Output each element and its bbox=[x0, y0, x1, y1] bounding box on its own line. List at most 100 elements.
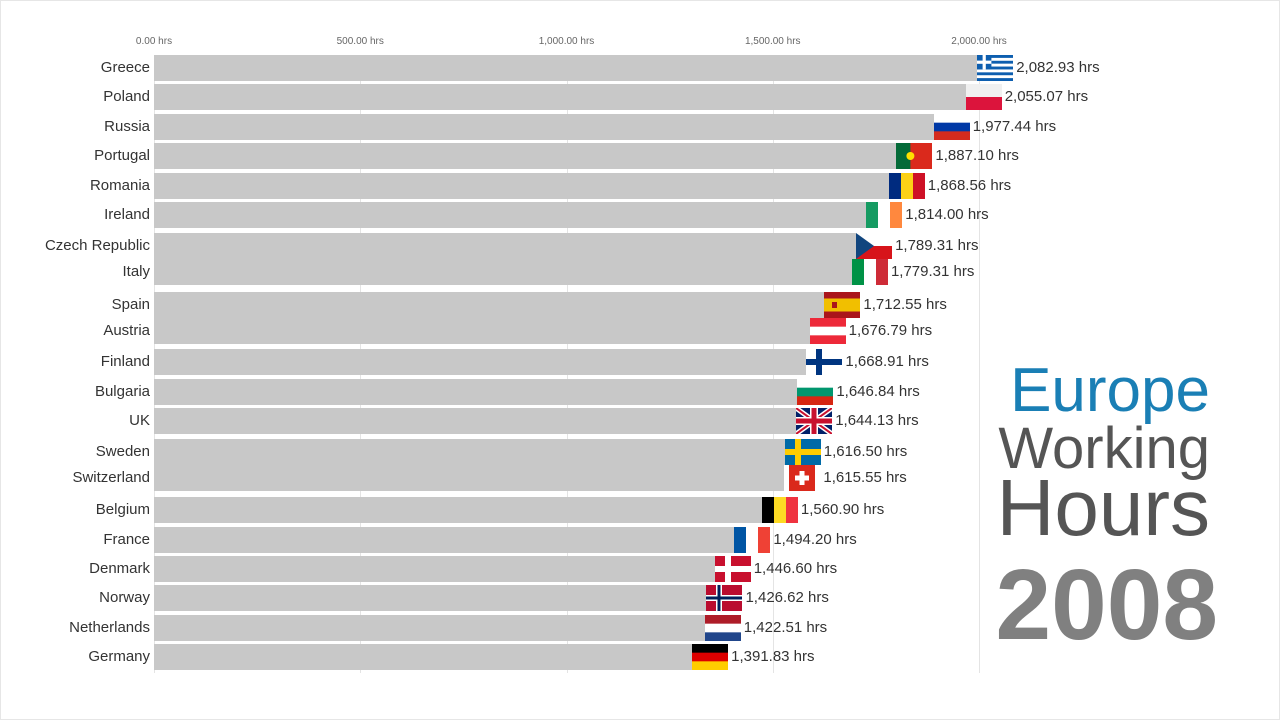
category-label: Switzerland bbox=[72, 469, 150, 486]
category-label: Denmark bbox=[89, 560, 150, 577]
bar-row: Bulgaria 1,646.84 hrs bbox=[0, 379, 1280, 406]
x-tick-label: 2,000.00 hrs bbox=[951, 36, 1007, 47]
value-label: 1,391.83 hrs bbox=[731, 648, 815, 665]
title-europe: Europe bbox=[1010, 356, 1210, 425]
bar bbox=[154, 84, 966, 110]
category-label: Spain bbox=[111, 296, 150, 313]
russia-flag-icon bbox=[933, 114, 970, 141]
category-label: Bulgaria bbox=[94, 383, 150, 400]
bar bbox=[154, 379, 798, 405]
bar bbox=[154, 408, 797, 434]
category-label: Czech Republic bbox=[44, 237, 150, 254]
bar bbox=[154, 114, 934, 140]
value-label: 1,446.60 hrs bbox=[753, 560, 838, 577]
bar bbox=[154, 439, 785, 465]
bar-row: UK 1,644.13 hrs bbox=[0, 405, 1280, 437]
title-hours: Hours bbox=[996, 463, 1210, 552]
value-label: 1,779.31 hrs bbox=[890, 263, 975, 280]
value-label: 1,616.50 hrs bbox=[823, 443, 908, 460]
uk-flag-icon bbox=[794, 405, 834, 437]
bar bbox=[154, 55, 978, 81]
bar-row: Italy 1,779.31 hrs bbox=[0, 259, 1280, 285]
category-label: Belgium bbox=[95, 501, 150, 518]
category-label: Austria bbox=[103, 322, 150, 339]
bar bbox=[154, 615, 705, 641]
bar-row: Ireland 1,814.00 hrs bbox=[0, 202, 1280, 228]
category-label: UK bbox=[129, 412, 150, 429]
spain-flag-icon bbox=[824, 292, 861, 319]
value-label: 1,814.00 hrs bbox=[905, 206, 989, 223]
bar-row: Germany 1,391.83 hrs bbox=[0, 644, 1280, 671]
belgium-flag-icon bbox=[761, 497, 799, 523]
value-label: 1,494.20 hrs bbox=[773, 531, 857, 548]
category-label: Greece bbox=[100, 59, 150, 76]
bar-row: Russia 1,977.44 hrs bbox=[0, 114, 1280, 141]
bar-row: France 1,494.20 hrs bbox=[0, 527, 1280, 553]
value-label: 1,426.62 hrs bbox=[745, 589, 829, 606]
sweden-flag-icon bbox=[784, 439, 821, 465]
value-label: 1,868.56 hrs bbox=[927, 177, 1012, 194]
value-label: 1,676.79 hrs bbox=[848, 322, 933, 339]
value-label: 2,082.93 hrs bbox=[1016, 59, 1100, 76]
value-label: 1,668.91 hrs bbox=[845, 353, 929, 370]
bulgaria-flag-icon bbox=[797, 379, 834, 406]
bar bbox=[154, 259, 852, 285]
ireland-flag-icon bbox=[866, 202, 903, 228]
greece-flag-icon bbox=[977, 55, 1014, 82]
x-tick-label: 1,000.00 hrs bbox=[538, 36, 595, 47]
value-label: 1,887.10 hrs bbox=[935, 147, 1019, 164]
category-label: Ireland bbox=[104, 206, 150, 223]
value-label: 1,644.13 hrs bbox=[835, 412, 919, 429]
value-label: 1,712.55 hrs bbox=[863, 296, 947, 313]
bar bbox=[154, 527, 735, 553]
austria-flag-icon bbox=[809, 318, 846, 345]
value-label: 1,977.44 hrs bbox=[972, 118, 1057, 135]
finland-flag-icon bbox=[806, 349, 843, 375]
bar-row: Denmark 1,446.60 hrs bbox=[0, 556, 1280, 582]
bar-row: Belgium 1,560.90 hrs bbox=[0, 497, 1280, 523]
category-label: Norway bbox=[99, 589, 150, 606]
bar-row: Switzerland 1,615.55 hrs bbox=[0, 465, 1280, 491]
title-working: Working bbox=[998, 416, 1210, 481]
bar bbox=[154, 465, 785, 491]
category-label: Poland bbox=[103, 88, 150, 105]
gridline bbox=[979, 55, 980, 673]
bar bbox=[154, 556, 715, 582]
bar bbox=[154, 585, 707, 611]
germany-flag-icon bbox=[692, 644, 729, 671]
x-tick-label: 0.00 hrs bbox=[135, 36, 173, 47]
value-label: 2,055.07 hrs bbox=[1004, 88, 1089, 105]
value-label: 1,646.84 hrs bbox=[836, 383, 920, 400]
bar-row: Greece 2,082.93 hrs bbox=[0, 55, 1280, 82]
bar-row: Norway 1,426.62 hrs bbox=[0, 585, 1280, 611]
x-tick-label: 500.00 hrs bbox=[336, 36, 384, 47]
bar bbox=[154, 349, 807, 375]
bar-row: Spain 1,712.55 hrs bbox=[0, 292, 1280, 319]
bar-row: Sweden 1,616.50 hrs bbox=[0, 439, 1280, 465]
netherlands-flag-icon bbox=[704, 615, 741, 642]
category-label: Finland bbox=[100, 353, 150, 370]
value-label: 1,422.51 hrs bbox=[743, 619, 828, 636]
italy-flag-icon bbox=[851, 259, 889, 285]
bar bbox=[154, 644, 693, 670]
category-label: Italy bbox=[122, 263, 150, 280]
switzerland-flag-icon bbox=[784, 465, 821, 491]
czech-flag-icon bbox=[856, 233, 893, 260]
value-label: 1,789.31 hrs bbox=[895, 237, 979, 254]
denmark-flag-icon bbox=[714, 556, 751, 582]
category-label: Portugal bbox=[94, 147, 150, 164]
norway-flag-icon bbox=[706, 585, 743, 611]
bar bbox=[154, 233, 857, 259]
bar-row: Romania 1,868.56 hrs bbox=[0, 173, 1280, 199]
poland-flag-icon bbox=[965, 84, 1002, 111]
bar-row: Czech Republic 1,789.31 hrs bbox=[0, 233, 1280, 260]
bar bbox=[154, 173, 889, 199]
bar-row: Austria 1,676.79 hrs bbox=[0, 318, 1280, 345]
value-label: 1,615.55 hrs bbox=[823, 469, 907, 486]
romania-flag-icon bbox=[888, 173, 926, 199]
bar bbox=[154, 292, 825, 318]
bar bbox=[154, 202, 867, 228]
bar-row: Poland 2,055.07 hrs bbox=[0, 84, 1280, 111]
category-label: Netherlands bbox=[69, 619, 150, 636]
